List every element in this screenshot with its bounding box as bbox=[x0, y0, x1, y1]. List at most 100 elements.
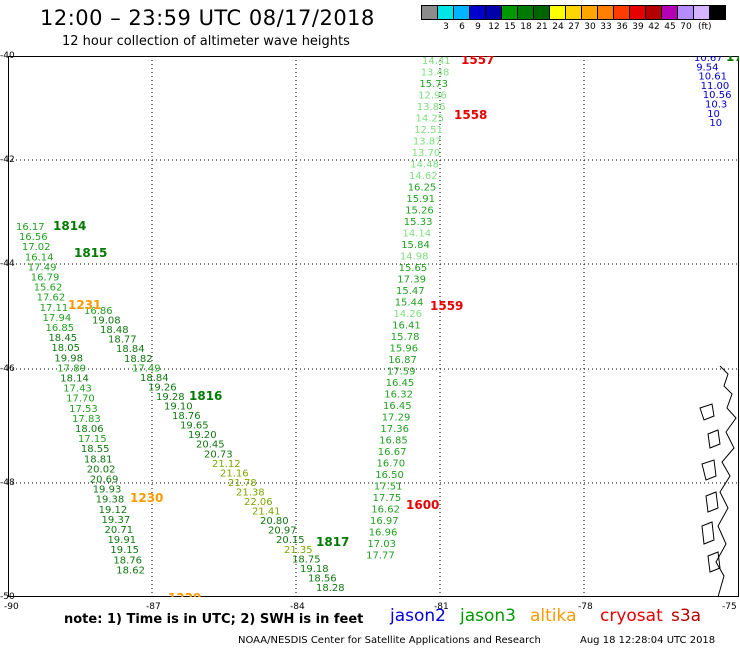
generated-timestamp: Aug 18 12:28:04 UTC 2018 bbox=[580, 635, 716, 646]
swh-value: 19.98 bbox=[54, 353, 83, 364]
swh-value: 18.77 bbox=[108, 335, 137, 346]
pass-time-label: 1229 bbox=[168, 591, 201, 597]
swh-value: 17.15 bbox=[78, 434, 107, 445]
swh-value: 10.3 bbox=[705, 100, 727, 111]
swh-value: 21.38 bbox=[236, 487, 265, 498]
color-scale-tick: 18 bbox=[520, 22, 532, 32]
swh-value: 22.06 bbox=[244, 497, 273, 508]
color-swatch bbox=[613, 5, 630, 20]
swh-value: 18.62 bbox=[116, 565, 145, 576]
swh-value: 18.14 bbox=[60, 374, 89, 385]
color-swatch bbox=[597, 5, 614, 20]
color-swatch bbox=[693, 5, 710, 20]
color-swatch bbox=[629, 5, 646, 20]
pass-time-label: 1815 bbox=[74, 246, 107, 260]
swh-value: 12.51 bbox=[414, 125, 443, 136]
swh-value: 10.61 bbox=[698, 72, 727, 83]
legend-cryosat: cryosat bbox=[600, 606, 663, 626]
swh-value: 18.45 bbox=[48, 333, 77, 344]
island-outline bbox=[707, 551, 721, 573]
island-outline bbox=[705, 491, 719, 513]
swh-value: 16.70 bbox=[377, 459, 406, 470]
lon-label-78: -78 bbox=[578, 602, 593, 612]
swh-value: 13.87 bbox=[413, 137, 442, 148]
map-subtitle: 12 hour collection of altimeter wave hei… bbox=[62, 34, 350, 49]
swh-value: 19.10 bbox=[164, 402, 193, 413]
color-scale-tick: 30 bbox=[584, 22, 596, 32]
color-scale-bar bbox=[421, 5, 726, 20]
swh-value: 18.48 bbox=[100, 325, 129, 336]
pass-time-label: 1600 bbox=[406, 498, 439, 512]
color-scale-unit: (ft) bbox=[698, 22, 712, 32]
swh-value: 20.69 bbox=[90, 475, 119, 486]
swh-value: 19.28 bbox=[156, 392, 185, 403]
lat-label-40: -40 bbox=[0, 51, 15, 61]
swh-value: 12.96 bbox=[418, 91, 447, 102]
swh-value: 18.76 bbox=[172, 411, 201, 422]
swh-value: 17.03 bbox=[367, 539, 396, 550]
island-outline bbox=[701, 459, 717, 481]
swh-value: 17.94 bbox=[43, 313, 72, 324]
swh-value: 16.62 bbox=[371, 505, 400, 516]
color-swatch bbox=[453, 5, 470, 20]
swh-value: 14.62 bbox=[409, 171, 438, 182]
color-scale-tick: 21 bbox=[536, 22, 548, 32]
swh-value: 17.75 bbox=[373, 493, 402, 504]
swh-value: 15.78 bbox=[391, 332, 420, 343]
swh-value: 16.45 bbox=[386, 378, 415, 389]
color-swatch bbox=[661, 5, 678, 20]
pass-time-label: 1559 bbox=[430, 299, 463, 313]
swh-value: 18.55 bbox=[81, 444, 110, 455]
swh-value: 17.39 bbox=[397, 275, 426, 286]
pass-time-label: 1231 bbox=[68, 298, 101, 312]
swh-value: 14.41 bbox=[422, 56, 451, 67]
island-outline bbox=[707, 429, 721, 449]
swh-value: 15.65 bbox=[399, 263, 428, 274]
swh-value: 19.91 bbox=[107, 535, 136, 546]
swh-value: 17.62 bbox=[37, 293, 66, 304]
color-swatch bbox=[517, 5, 534, 20]
color-swatch bbox=[581, 5, 598, 20]
swh-value: 20.71 bbox=[105, 525, 134, 536]
color-scale-tick: 27 bbox=[568, 22, 580, 32]
swh-value: 13.70 bbox=[412, 148, 441, 159]
swh-value: 21.12 bbox=[212, 459, 241, 470]
swh-value: 17.83 bbox=[72, 414, 101, 425]
color-swatch bbox=[709, 5, 726, 20]
color-scale-tick: 3 bbox=[443, 22, 449, 32]
color-scale-tick: 15 bbox=[504, 22, 516, 32]
swh-value: 16.32 bbox=[384, 390, 413, 401]
swh-value: 16.87 bbox=[388, 355, 417, 366]
color-scale-labels: 3 6 9 12 15 18 21 24 27 30 33 36 39 42 45 70 (ft) bbox=[422, 22, 712, 32]
swh-value: 19.15 bbox=[110, 545, 139, 556]
swh-value: 17.11 bbox=[40, 303, 69, 314]
swh-value: 17.70 bbox=[66, 394, 95, 405]
swh-value: 14.25 bbox=[416, 114, 445, 125]
legend-jason3: jason3 bbox=[460, 606, 516, 626]
swh-value: 16.17 bbox=[16, 222, 45, 233]
coastline bbox=[715, 365, 737, 597]
swh-value: 16.96 bbox=[369, 528, 398, 539]
lon-label-81: -81 bbox=[434, 602, 449, 612]
swh-value: 10.56 bbox=[703, 90, 732, 101]
swh-value: 15.44 bbox=[395, 298, 424, 309]
swh-value: 19.20 bbox=[188, 430, 217, 441]
swh-value: 16.41 bbox=[392, 321, 421, 332]
swh-value: 18.82 bbox=[124, 354, 153, 365]
swh-value: 20.97 bbox=[268, 526, 297, 537]
color-scale-tick: 24 bbox=[552, 22, 564, 32]
map-title: 12:00 – 23:59 UTC 08/17/2018 bbox=[40, 6, 375, 30]
swh-value: 16.45 bbox=[383, 401, 412, 412]
color-scale-tick: 12 bbox=[488, 22, 500, 32]
color-scale-tick: 39 bbox=[632, 22, 644, 32]
swh-value: 20.45 bbox=[196, 440, 225, 451]
swh-value: 14.26 bbox=[393, 309, 422, 320]
swh-value: 10 bbox=[707, 109, 720, 120]
swh-value: 15.62 bbox=[34, 283, 63, 294]
swh-value: 18.81 bbox=[84, 454, 113, 465]
swh-value: 17.02 bbox=[22, 242, 51, 253]
units-note: note: 1) Time is in UTC; 2) SWH is in fe… bbox=[64, 612, 364, 627]
lat-label-48: -48 bbox=[0, 478, 15, 488]
swh-value: 19.18 bbox=[300, 564, 329, 575]
lat-label-44: -44 bbox=[0, 259, 15, 269]
